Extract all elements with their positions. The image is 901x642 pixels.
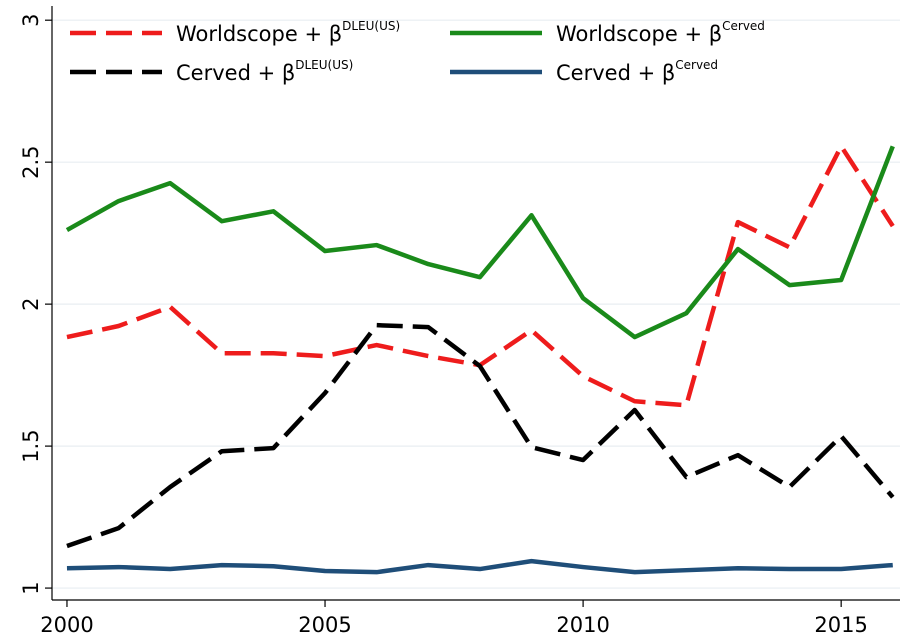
- y-tick-label: 2.5: [19, 145, 43, 178]
- series-line: [65, 145, 895, 340]
- legend-label: Cerved + βCerved: [556, 58, 718, 86]
- legend-superscript: Cerved: [722, 19, 765, 33]
- y-tick-label: 1: [19, 581, 43, 594]
- x-tick-label: 2000: [40, 613, 93, 637]
- legend-entry: Worldscope + βCerved: [450, 19, 765, 47]
- series-line: [66, 558, 893, 575]
- legend-label: Worldscope + βCerved: [556, 19, 765, 47]
- x-tick-label: 2010: [556, 613, 609, 637]
- legend-entry: Worldscope + βDLEU(US): [70, 19, 400, 47]
- legend-label: Cerved + βDLEU(US): [176, 58, 353, 86]
- y-tick-label: 3: [19, 14, 43, 27]
- legend-superscript: DLEU(US): [295, 58, 353, 72]
- x-tick-label: 2005: [298, 613, 351, 637]
- legend-name: Worldscope + β: [176, 22, 342, 46]
- legend-entry: Cerved + βDLEU(US): [70, 58, 353, 86]
- legend-name: Cerved + β: [556, 61, 675, 85]
- legend-name: Cerved + β: [176, 61, 295, 85]
- y-tick-label: 2: [19, 297, 43, 310]
- legend-superscript: Cerved: [675, 58, 718, 72]
- legend-superscript: DLEU(US): [342, 19, 400, 33]
- y-tick-label: 1.5: [19, 429, 43, 462]
- legend-entry: Cerved + βCerved: [450, 58, 718, 86]
- x-tick-label: 2015: [814, 613, 867, 637]
- series-line: [66, 322, 895, 549]
- legend-label: Worldscope + βDLEU(US): [176, 19, 400, 47]
- legend-name: Worldscope + β: [556, 22, 722, 46]
